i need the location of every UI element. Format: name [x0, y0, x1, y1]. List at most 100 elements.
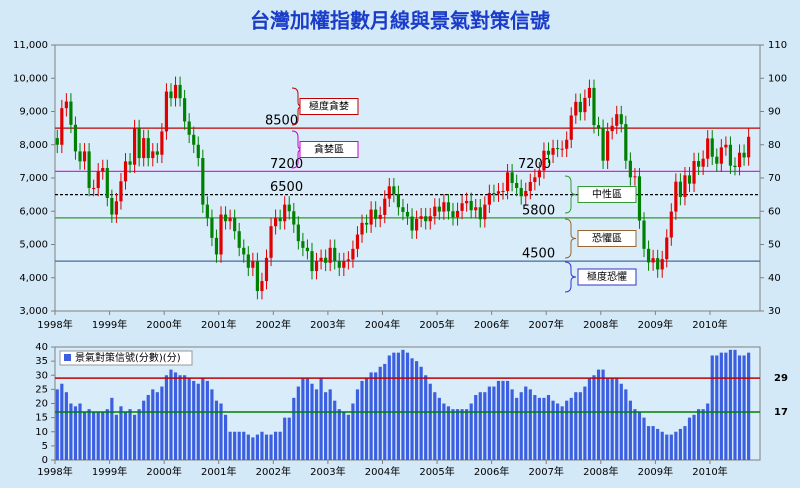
bar: [546, 395, 551, 460]
bar: [678, 428, 682, 460]
candle-body: [701, 158, 705, 167]
bar: [551, 400, 555, 460]
bar: [533, 395, 537, 460]
bar: [515, 397, 519, 460]
plot-area: [54, 44, 761, 312]
candle-body: [69, 101, 73, 125]
bar: [369, 372, 373, 460]
bar: [73, 406, 78, 460]
bar: [55, 389, 59, 460]
bar: [287, 417, 291, 460]
candle-body: [610, 125, 614, 132]
candle-body: [737, 152, 742, 168]
x-tick-label: 2010年: [692, 465, 727, 478]
bar: [428, 383, 432, 460]
bar: [660, 431, 664, 460]
candle-body: [660, 259, 664, 270]
candle-body: [542, 150, 546, 171]
bar: [674, 431, 678, 460]
bar: [697, 409, 701, 460]
bar: [355, 389, 360, 460]
candle-body: [601, 127, 605, 161]
bar: [346, 414, 350, 460]
candle-body: [674, 181, 678, 212]
candle-body: [55, 138, 59, 145]
y-tick-label: 9,000: [19, 107, 48, 118]
candle-body: [433, 206, 437, 217]
x-tick-label: 1998年: [37, 318, 72, 331]
x-tick-label: 2009年: [638, 318, 673, 331]
bar: [460, 409, 464, 460]
candle-body: [114, 201, 118, 215]
y2-tick-label: 80: [768, 140, 781, 151]
bar: [528, 389, 532, 460]
candle-body: [560, 148, 564, 150]
candle-body: [233, 217, 237, 232]
bar: [542, 397, 546, 460]
candle-body: [419, 216, 423, 219]
y2-tick-label: 60: [768, 206, 781, 217]
bar: [260, 431, 264, 460]
candle-body: [305, 247, 310, 252]
x-tick-label: 2010年: [692, 318, 727, 331]
candle-body: [537, 170, 541, 178]
bar: [101, 411, 105, 460]
x-tick-label: 2004年: [365, 318, 400, 331]
bar: [574, 392, 578, 460]
reference-label: 29: [774, 373, 788, 384]
candle-body: [415, 218, 419, 231]
candle-body: [219, 214, 223, 255]
bar: [669, 434, 673, 460]
bar: [578, 392, 582, 460]
candle-body: [469, 200, 473, 211]
candle-body: [192, 134, 196, 145]
bar: [160, 386, 164, 460]
bar: [319, 378, 323, 460]
y-tick-label: 4,000: [19, 273, 48, 284]
bar: [392, 352, 396, 460]
bar: [592, 375, 596, 460]
bar: [692, 414, 696, 460]
x-tick-label: 1999年: [92, 465, 127, 478]
legend-box: [59, 350, 193, 366]
candle-body: [274, 217, 278, 227]
bar: [278, 431, 282, 460]
bar: [492, 386, 496, 460]
bar: [251, 437, 255, 460]
x-tick-label: 1999年: [92, 318, 127, 331]
candle-body: [501, 190, 505, 192]
candle-body: [73, 124, 78, 152]
bar: [214, 400, 219, 460]
bar: [246, 434, 250, 460]
candle-body: [401, 207, 405, 212]
candle-body: [492, 192, 496, 194]
candle-body: [346, 259, 350, 262]
bar: [510, 389, 514, 460]
candle-body: [424, 216, 428, 222]
zone-label: 極度恐懼: [587, 270, 627, 283]
x-tick-label: 2005年: [419, 318, 454, 331]
candle-body: [78, 151, 82, 162]
candle-body: [333, 247, 337, 262]
bar: [706, 403, 710, 460]
candle-body: [692, 161, 696, 184]
candle-body: [505, 172, 510, 191]
candle-body: [342, 261, 346, 268]
bar: [283, 417, 287, 460]
candle-body: [715, 156, 719, 164]
candle-body: [142, 138, 146, 159]
x-tick-label: 1998年: [37, 465, 72, 478]
candle-body: [360, 222, 364, 235]
bar: [642, 417, 646, 460]
candle-body: [556, 148, 560, 150]
bar: [410, 358, 414, 460]
x-tick-label: 2002年: [256, 465, 291, 478]
candle-body: [633, 176, 637, 178]
candle-body: [82, 151, 87, 162]
candle-body: [578, 101, 582, 113]
bar: [651, 426, 655, 460]
bar: [451, 409, 455, 460]
bar: [128, 409, 132, 460]
bar: [123, 411, 128, 460]
